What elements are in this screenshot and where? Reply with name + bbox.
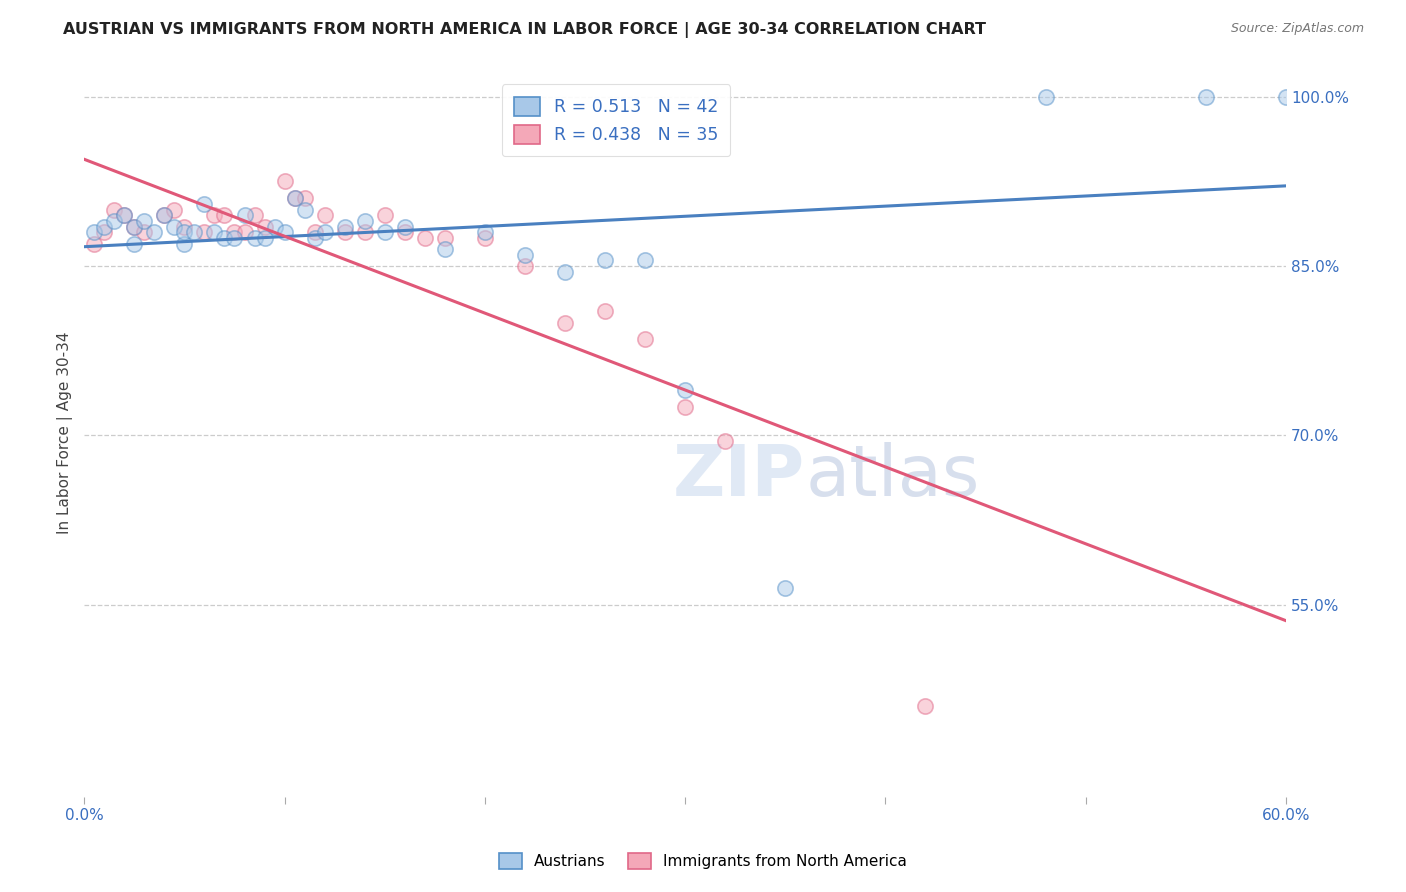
Point	[714, 434, 737, 448]
Point	[634, 333, 657, 347]
Text: ZIP: ZIP	[673, 442, 806, 511]
Point	[253, 231, 276, 245]
Point	[394, 225, 416, 239]
Point	[333, 219, 356, 234]
Point	[134, 214, 156, 228]
Point	[314, 208, 336, 222]
Point	[103, 214, 125, 228]
Point	[554, 265, 576, 279]
Point	[273, 225, 295, 239]
Point	[634, 253, 657, 268]
Point	[204, 208, 226, 222]
Point	[1035, 89, 1057, 103]
Point	[304, 225, 326, 239]
Point	[93, 225, 115, 239]
Point	[233, 225, 256, 239]
Point	[1195, 89, 1218, 103]
Point	[93, 219, 115, 234]
Legend: R = 0.513   N = 42, R = 0.438   N = 35: R = 0.513 N = 42, R = 0.438 N = 35	[502, 85, 730, 156]
Point	[134, 225, 156, 239]
Point	[413, 231, 436, 245]
Point	[433, 242, 456, 256]
Point	[284, 191, 307, 205]
Point	[233, 208, 256, 222]
Point	[433, 231, 456, 245]
Point	[673, 384, 696, 398]
Point	[173, 219, 195, 234]
Point	[333, 225, 356, 239]
Point	[112, 208, 135, 222]
Point	[214, 231, 236, 245]
Point	[304, 231, 326, 245]
Point	[124, 219, 146, 234]
Text: AUSTRIAN VS IMMIGRANTS FROM NORTH AMERICA IN LABOR FORCE | AGE 30-34 CORRELATION: AUSTRIAN VS IMMIGRANTS FROM NORTH AMERIC…	[63, 22, 986, 38]
Y-axis label: In Labor Force | Age 30-34: In Labor Force | Age 30-34	[58, 331, 73, 533]
Point	[163, 219, 186, 234]
Point	[243, 231, 266, 245]
Point	[374, 208, 396, 222]
Point	[183, 225, 205, 239]
Point	[1275, 89, 1298, 103]
Point	[143, 225, 166, 239]
Point	[1315, 89, 1337, 103]
Point	[914, 699, 936, 714]
Point	[193, 197, 215, 211]
Text: Source: ZipAtlas.com: Source: ZipAtlas.com	[1230, 22, 1364, 36]
Point	[83, 236, 105, 251]
Point	[263, 219, 285, 234]
Point	[173, 236, 195, 251]
Point	[673, 400, 696, 414]
Point	[513, 248, 536, 262]
Point	[593, 304, 616, 318]
Point	[474, 225, 496, 239]
Point	[204, 225, 226, 239]
Point	[214, 208, 236, 222]
Point	[253, 219, 276, 234]
Point	[224, 225, 246, 239]
Point	[153, 208, 176, 222]
Point	[513, 259, 536, 273]
Point	[173, 225, 195, 239]
Point	[83, 225, 105, 239]
Point	[243, 208, 266, 222]
Point	[374, 225, 396, 239]
Point	[294, 191, 316, 205]
Text: atlas: atlas	[806, 442, 980, 511]
Point	[474, 231, 496, 245]
Point	[163, 202, 186, 217]
Point	[314, 225, 336, 239]
Point	[103, 202, 125, 217]
Point	[394, 219, 416, 234]
Point	[284, 191, 307, 205]
Point	[294, 202, 316, 217]
Point	[554, 316, 576, 330]
Point	[153, 208, 176, 222]
Point	[353, 225, 375, 239]
Point	[112, 208, 135, 222]
Point	[353, 214, 375, 228]
Point	[775, 581, 797, 595]
Point	[124, 236, 146, 251]
Point	[224, 231, 246, 245]
Point	[124, 219, 146, 234]
Point	[193, 225, 215, 239]
Legend: Austrians, Immigrants from North America: Austrians, Immigrants from North America	[492, 847, 914, 875]
Point	[593, 253, 616, 268]
Point	[273, 174, 295, 188]
